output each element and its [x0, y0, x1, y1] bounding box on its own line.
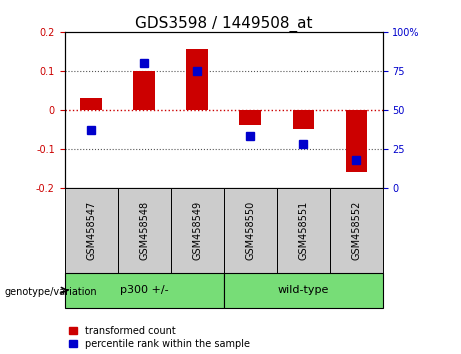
Text: GSM458547: GSM458547 [86, 200, 96, 260]
Bar [65, 273, 224, 308]
Title: GDS3598 / 1449508_at: GDS3598 / 1449508_at [135, 16, 313, 32]
Text: GSM458552: GSM458552 [351, 200, 361, 260]
Bar [330, 188, 383, 273]
Bar [277, 188, 330, 273]
Bar [292, 110, 313, 129]
Bar [224, 188, 277, 273]
Text: GSM458548: GSM458548 [139, 200, 149, 260]
Bar [65, 188, 118, 273]
Text: p300 +/-: p300 +/- [120, 285, 168, 295]
Bar [171, 188, 224, 273]
Text: wild-type: wild-type [278, 285, 329, 295]
Bar [345, 110, 366, 172]
Bar [80, 98, 101, 110]
Text: GSM458550: GSM458550 [245, 200, 255, 260]
Bar [118, 188, 171, 273]
Bar [224, 273, 383, 308]
Bar [134, 71, 155, 110]
Text: GSM458549: GSM458549 [192, 200, 202, 260]
Bar [239, 110, 260, 125]
Legend: transformed count, percentile rank within the sample: transformed count, percentile rank withi… [70, 326, 250, 349]
Bar [186, 50, 207, 110]
Text: genotype/variation: genotype/variation [5, 287, 97, 297]
Text: GSM458551: GSM458551 [298, 200, 308, 260]
